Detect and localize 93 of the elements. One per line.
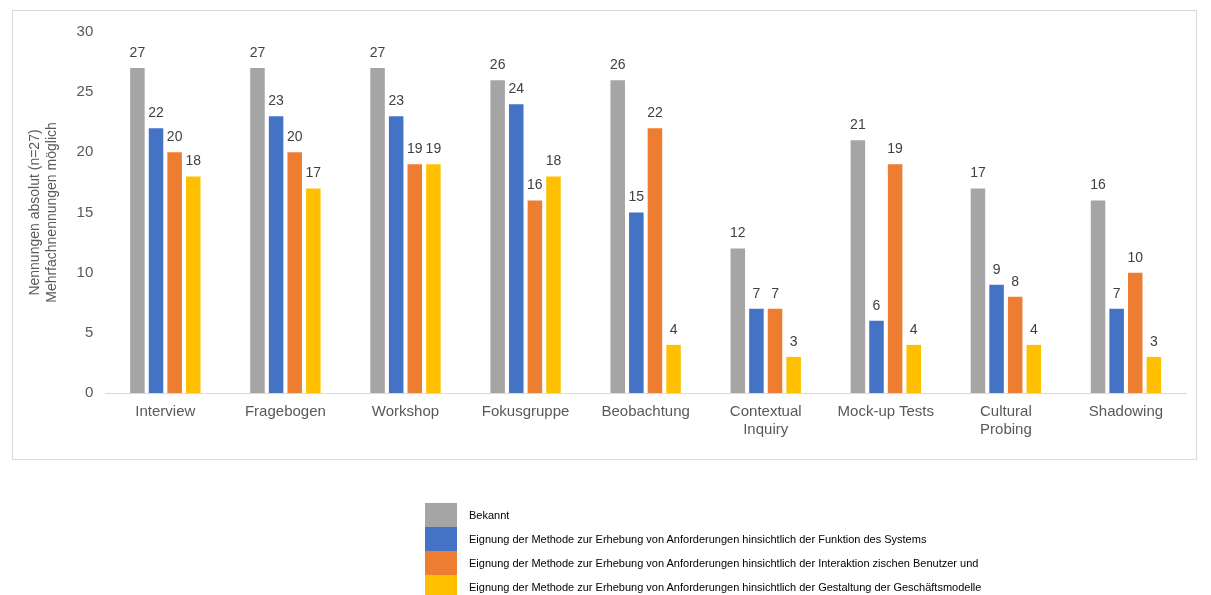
- data-label: 23: [388, 92, 405, 109]
- x-tick-label: Beobachtung: [601, 402, 690, 420]
- bar: [850, 140, 866, 393]
- data-label: 9: [992, 260, 1001, 277]
- bar: [1090, 200, 1106, 393]
- data-label: 16: [1090, 176, 1107, 193]
- bar: [527, 200, 543, 393]
- y-tick-label: 5: [84, 322, 94, 340]
- x-tick-label: Shadowing: [1088, 402, 1164, 420]
- bar: [306, 188, 321, 393]
- bar: [167, 152, 182, 393]
- data-label: 6: [872, 296, 881, 313]
- data-label: 4: [1029, 320, 1038, 337]
- data-label: 27: [369, 43, 386, 60]
- data-label: 7: [752, 284, 761, 301]
- x-tick-label: Cultural Probing: [980, 402, 1032, 438]
- bar: [906, 344, 921, 393]
- bar: [869, 320, 884, 393]
- data-label: 3: [1149, 332, 1158, 349]
- bar: [730, 248, 746, 393]
- legend-label: Eignung der Methode zur Erhebung von Anforderungen hinsichtlich der Gestaltung der Geschäftsmodelle: [469, 581, 982, 593]
- data-label: 27: [129, 43, 146, 60]
- legend-label: Eignung der Methode zur Erhebung von Anforderungen hinsichtlich der Funktion des Systems: [469, 533, 927, 545]
- data-label: 22: [148, 104, 165, 121]
- data-label: 19: [407, 140, 423, 157]
- data-label: 18: [545, 152, 562, 169]
- x-tick-label: Interview: [135, 402, 196, 420]
- bar: [250, 68, 265, 393]
- y-tick-label: 25: [76, 82, 94, 100]
- y-tick-label: 20: [76, 142, 94, 160]
- bar: [1109, 308, 1124, 393]
- bar: [509, 104, 524, 393]
- data-label: 27: [249, 43, 266, 60]
- data-label: 19: [425, 140, 442, 157]
- y-tick-label: 30: [76, 22, 94, 40]
- bar: [407, 164, 423, 393]
- bar: [1128, 272, 1143, 393]
- data-label: 15: [628, 188, 645, 205]
- x-tick-label: Workshop: [371, 402, 440, 420]
- bar: [1007, 296, 1023, 393]
- bar: [490, 80, 505, 393]
- data-label: 19: [887, 140, 904, 157]
- data-label: 17: [305, 164, 322, 181]
- bar: [989, 284, 1004, 393]
- data-label: 17: [970, 164, 986, 181]
- y-tick-label: 10: [76, 262, 94, 280]
- bar: [666, 344, 681, 393]
- x-tick-label: Fokusgruppe: [481, 402, 570, 420]
- data-label: 26: [609, 55, 626, 72]
- legend-label: Bekannt: [469, 509, 510, 521]
- bar: [786, 356, 801, 393]
- bar: [268, 116, 284, 393]
- bar: [287, 152, 302, 393]
- bar: [1146, 356, 1162, 393]
- bar: [887, 164, 903, 393]
- bar: [388, 116, 404, 393]
- data-label: 16: [527, 176, 543, 193]
- bar: [546, 176, 561, 393]
- data-label: 4: [669, 320, 678, 337]
- data-label: 20: [166, 128, 183, 145]
- bar: [767, 308, 783, 393]
- x-tick-label: Contextual Inquiry: [729, 402, 802, 438]
- bar: [749, 308, 764, 393]
- bar: [1026, 344, 1042, 393]
- data-label: 24: [508, 80, 525, 97]
- data-label: 23: [268, 92, 285, 109]
- data-label: 12: [730, 224, 746, 241]
- bar: [130, 68, 145, 393]
- bar: [370, 68, 385, 393]
- bar: [970, 188, 986, 393]
- bar: [610, 80, 625, 393]
- bar: [629, 212, 644, 393]
- data-label: 22: [647, 104, 663, 121]
- bar: [426, 164, 441, 393]
- data-label: 26: [489, 55, 506, 72]
- data-label: 3: [789, 332, 798, 349]
- bar: [647, 128, 663, 393]
- bar: [148, 128, 164, 393]
- data-label: 21: [850, 116, 866, 133]
- data-label: 20: [286, 128, 303, 145]
- x-tick-label: Fragebogen: [244, 402, 326, 420]
- data-label: 18: [185, 152, 202, 169]
- x-tick-label: Mock-up Tests: [837, 402, 935, 420]
- data-label: 7: [1112, 284, 1121, 301]
- data-label: 10: [1127, 248, 1144, 265]
- y-tick-label: 15: [76, 202, 94, 220]
- bar: [185, 176, 201, 393]
- data-label: 7: [771, 284, 780, 301]
- legend-label: Eignung der Methode zur Erhebung von Anforderungen hinsichtlich der Interaktion zischen Benutzer und: [469, 557, 979, 569]
- y-axis-title: Nennungen absolut (n=27) Mehrfachnennungen möglich: [26, 122, 60, 303]
- data-label: 8: [1011, 272, 1020, 289]
- data-label: 4: [909, 320, 918, 337]
- y-tick-label: 0: [84, 383, 94, 401]
